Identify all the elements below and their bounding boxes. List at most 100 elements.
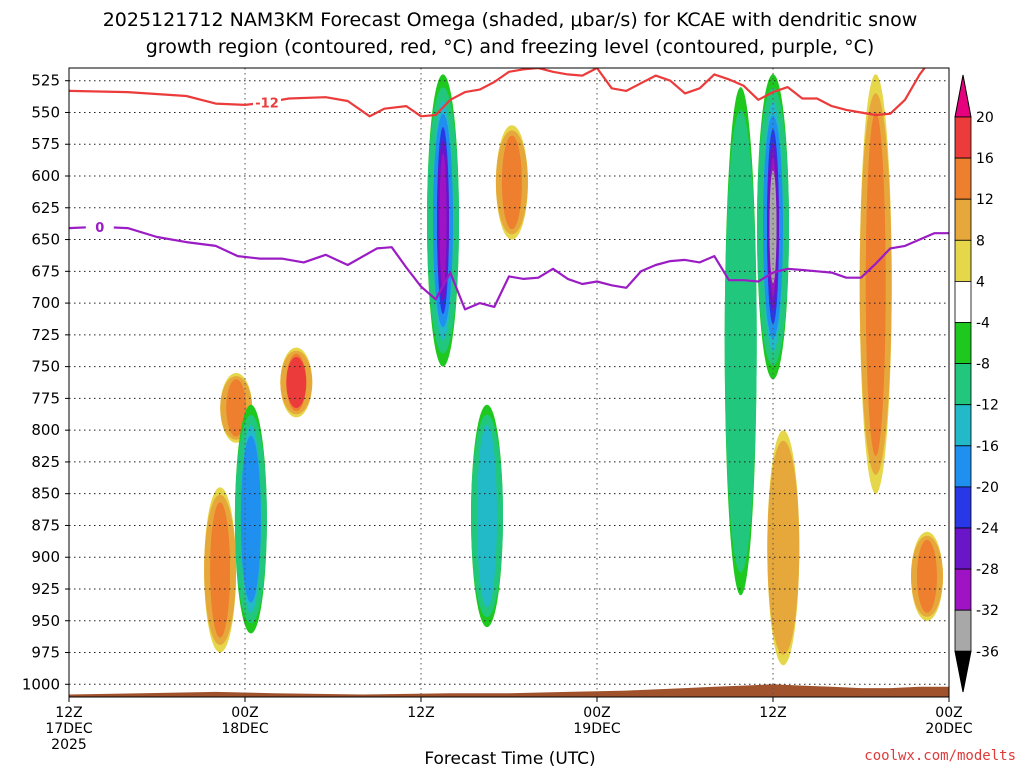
omega-region-A4 — [280, 347, 313, 418]
y-tick-label: 1000 — [22, 675, 60, 693]
colorbar-label: -8 — [976, 357, 990, 373]
y-tick-label: 700 — [31, 294, 60, 312]
colorbar-label: -16 — [976, 439, 999, 455]
colorbar-label: -32 — [976, 603, 999, 619]
colorbar-bin-9 — [954, 486, 972, 529]
colorbar-bin-2 — [954, 198, 972, 241]
omega-contour-A6--12 — [477, 424, 497, 608]
x-tick-label: 19DEC — [573, 721, 620, 737]
y-tick-label: 650 — [31, 231, 60, 249]
colorbar-top-arrow — [954, 74, 972, 118]
y-tick-label: 950 — [31, 612, 60, 630]
colorbar-bin-3 — [954, 239, 972, 282]
contour-label-0: -12 — [255, 96, 279, 111]
y-tick-label: 900 — [31, 548, 60, 566]
omega-region-A5 — [427, 74, 459, 367]
y-tick-label: 750 — [31, 358, 60, 376]
colorbar-bin-11 — [954, 568, 972, 611]
x-tick-label: 12Z — [55, 705, 82, 721]
colorbar-bin-1 — [954, 157, 972, 200]
colorbar-label: -4 — [976, 316, 990, 332]
y-tick-label: 800 — [31, 421, 60, 439]
y-tick-label: 675 — [31, 262, 60, 280]
colorbar-label: -20 — [976, 480, 999, 496]
y-tick-label: 775 — [31, 389, 60, 407]
x-tick-label: 00Z — [231, 705, 258, 721]
omega-contour-A2-12 — [226, 379, 247, 437]
y-tick-label: 825 — [31, 453, 60, 471]
y-tick-label: 550 — [31, 103, 60, 121]
x-tick-label: 18DEC — [221, 721, 268, 737]
x-tick-label: 12Z — [759, 705, 786, 721]
omega-contour-A1-12 — [210, 502, 231, 638]
temperature-contours: -12 0 — [69, 68, 949, 311]
omega-contour-A5--28 — [439, 153, 447, 288]
contour-label-1: 0 — [95, 221, 104, 236]
omega-colorbar: 20 16 12 8 4 -4 -8 -12 -16 -20 -24 -28 -32 -36 — [954, 74, 999, 693]
omega-contour-A9--36 — [769, 184, 777, 270]
pressure-axis: 525 550 575 600 625 650 675 700 725 750 775 800 825 8… — [22, 72, 69, 693]
colorbar-bin-10 — [954, 527, 972, 570]
omega-contour-A12-12 — [917, 539, 937, 613]
colorbar-label: 12 — [976, 192, 994, 208]
contour-label-bg-0 — [253, 94, 281, 111]
source-credit: coolwx.com/modelts — [864, 748, 1016, 764]
omega-region-A6 — [471, 404, 503, 628]
omega-contour-A4-16 — [286, 357, 307, 408]
y-tick-label: 975 — [31, 644, 60, 662]
contour-line-0 — [69, 68, 926, 118]
omega-contour-A7-12 — [501, 135, 522, 230]
plot-frame — [68, 67, 950, 698]
terrain-layer — [69, 684, 949, 697]
y-tick-label: 575 — [31, 135, 60, 153]
contour-line-1 — [69, 225, 949, 311]
x-tick-label: 20DEC — [925, 721, 972, 737]
chart-title-line-1: 2025121712 NAM3KM Forecast Omega (shaded… — [103, 9, 918, 31]
colorbar-label: 4 — [976, 274, 985, 290]
omega-region-A12 — [911, 531, 943, 621]
colorbar-label: -12 — [976, 398, 999, 414]
colorbar-bin-4 — [954, 280, 972, 323]
colorbar-bin-8 — [954, 445, 972, 488]
x-tick-label: 2025 — [51, 737, 87, 753]
omega-shading — [204, 74, 943, 666]
omega-region-A1 — [204, 487, 237, 653]
colorbar-label: -28 — [976, 562, 999, 578]
y-tick-label: 525 — [31, 72, 60, 90]
colorbar-label: -36 — [976, 644, 999, 660]
x-tick-label: 12Z — [407, 705, 434, 721]
y-tick-label: 875 — [31, 516, 60, 534]
colorbar-label: 20 — [976, 110, 994, 126]
omega-contour-A8--8 — [724, 109, 757, 573]
omega-contour-A3--16 — [240, 435, 261, 603]
y-tick-label: 625 — [31, 199, 60, 217]
y-tick-label: 925 — [31, 580, 60, 598]
colorbar-bottom-arrow — [954, 650, 972, 693]
y-tick-label: 725 — [31, 326, 60, 344]
omega-region-A8 — [724, 87, 757, 596]
x-tick-label: 00Z — [583, 705, 610, 721]
x-axis-title: Forecast Time (UTC) — [424, 749, 595, 768]
colorbar-label: 8 — [976, 233, 985, 249]
y-tick-label: 850 — [31, 485, 60, 503]
terrain-surface — [69, 684, 949, 697]
omega-region-A3 — [234, 404, 267, 634]
colorbar-label: 16 — [976, 151, 994, 167]
omega-contour-A11-12 — [865, 112, 886, 456]
colorbar-label: -24 — [976, 521, 999, 537]
chart-title-line-2: growth region (contoured, red, °C) and f… — [146, 36, 875, 58]
colorbar-bin-12 — [954, 609, 972, 652]
y-tick-label: 600 — [31, 167, 60, 185]
omega-region-A7 — [495, 125, 528, 240]
dotted-gridlines — [69, 68, 949, 697]
colorbar-bin-5 — [954, 322, 972, 364]
omega-region-A10 — [767, 430, 800, 666]
colorbar-bin-0 — [954, 116, 972, 159]
omega-region-A11 — [859, 74, 892, 494]
x-tick-label: 00Z — [935, 705, 962, 721]
x-tick-label: 17DEC — [45, 721, 92, 737]
colorbar-bin-7 — [954, 404, 972, 447]
colorbar-bin-6 — [954, 363, 972, 406]
